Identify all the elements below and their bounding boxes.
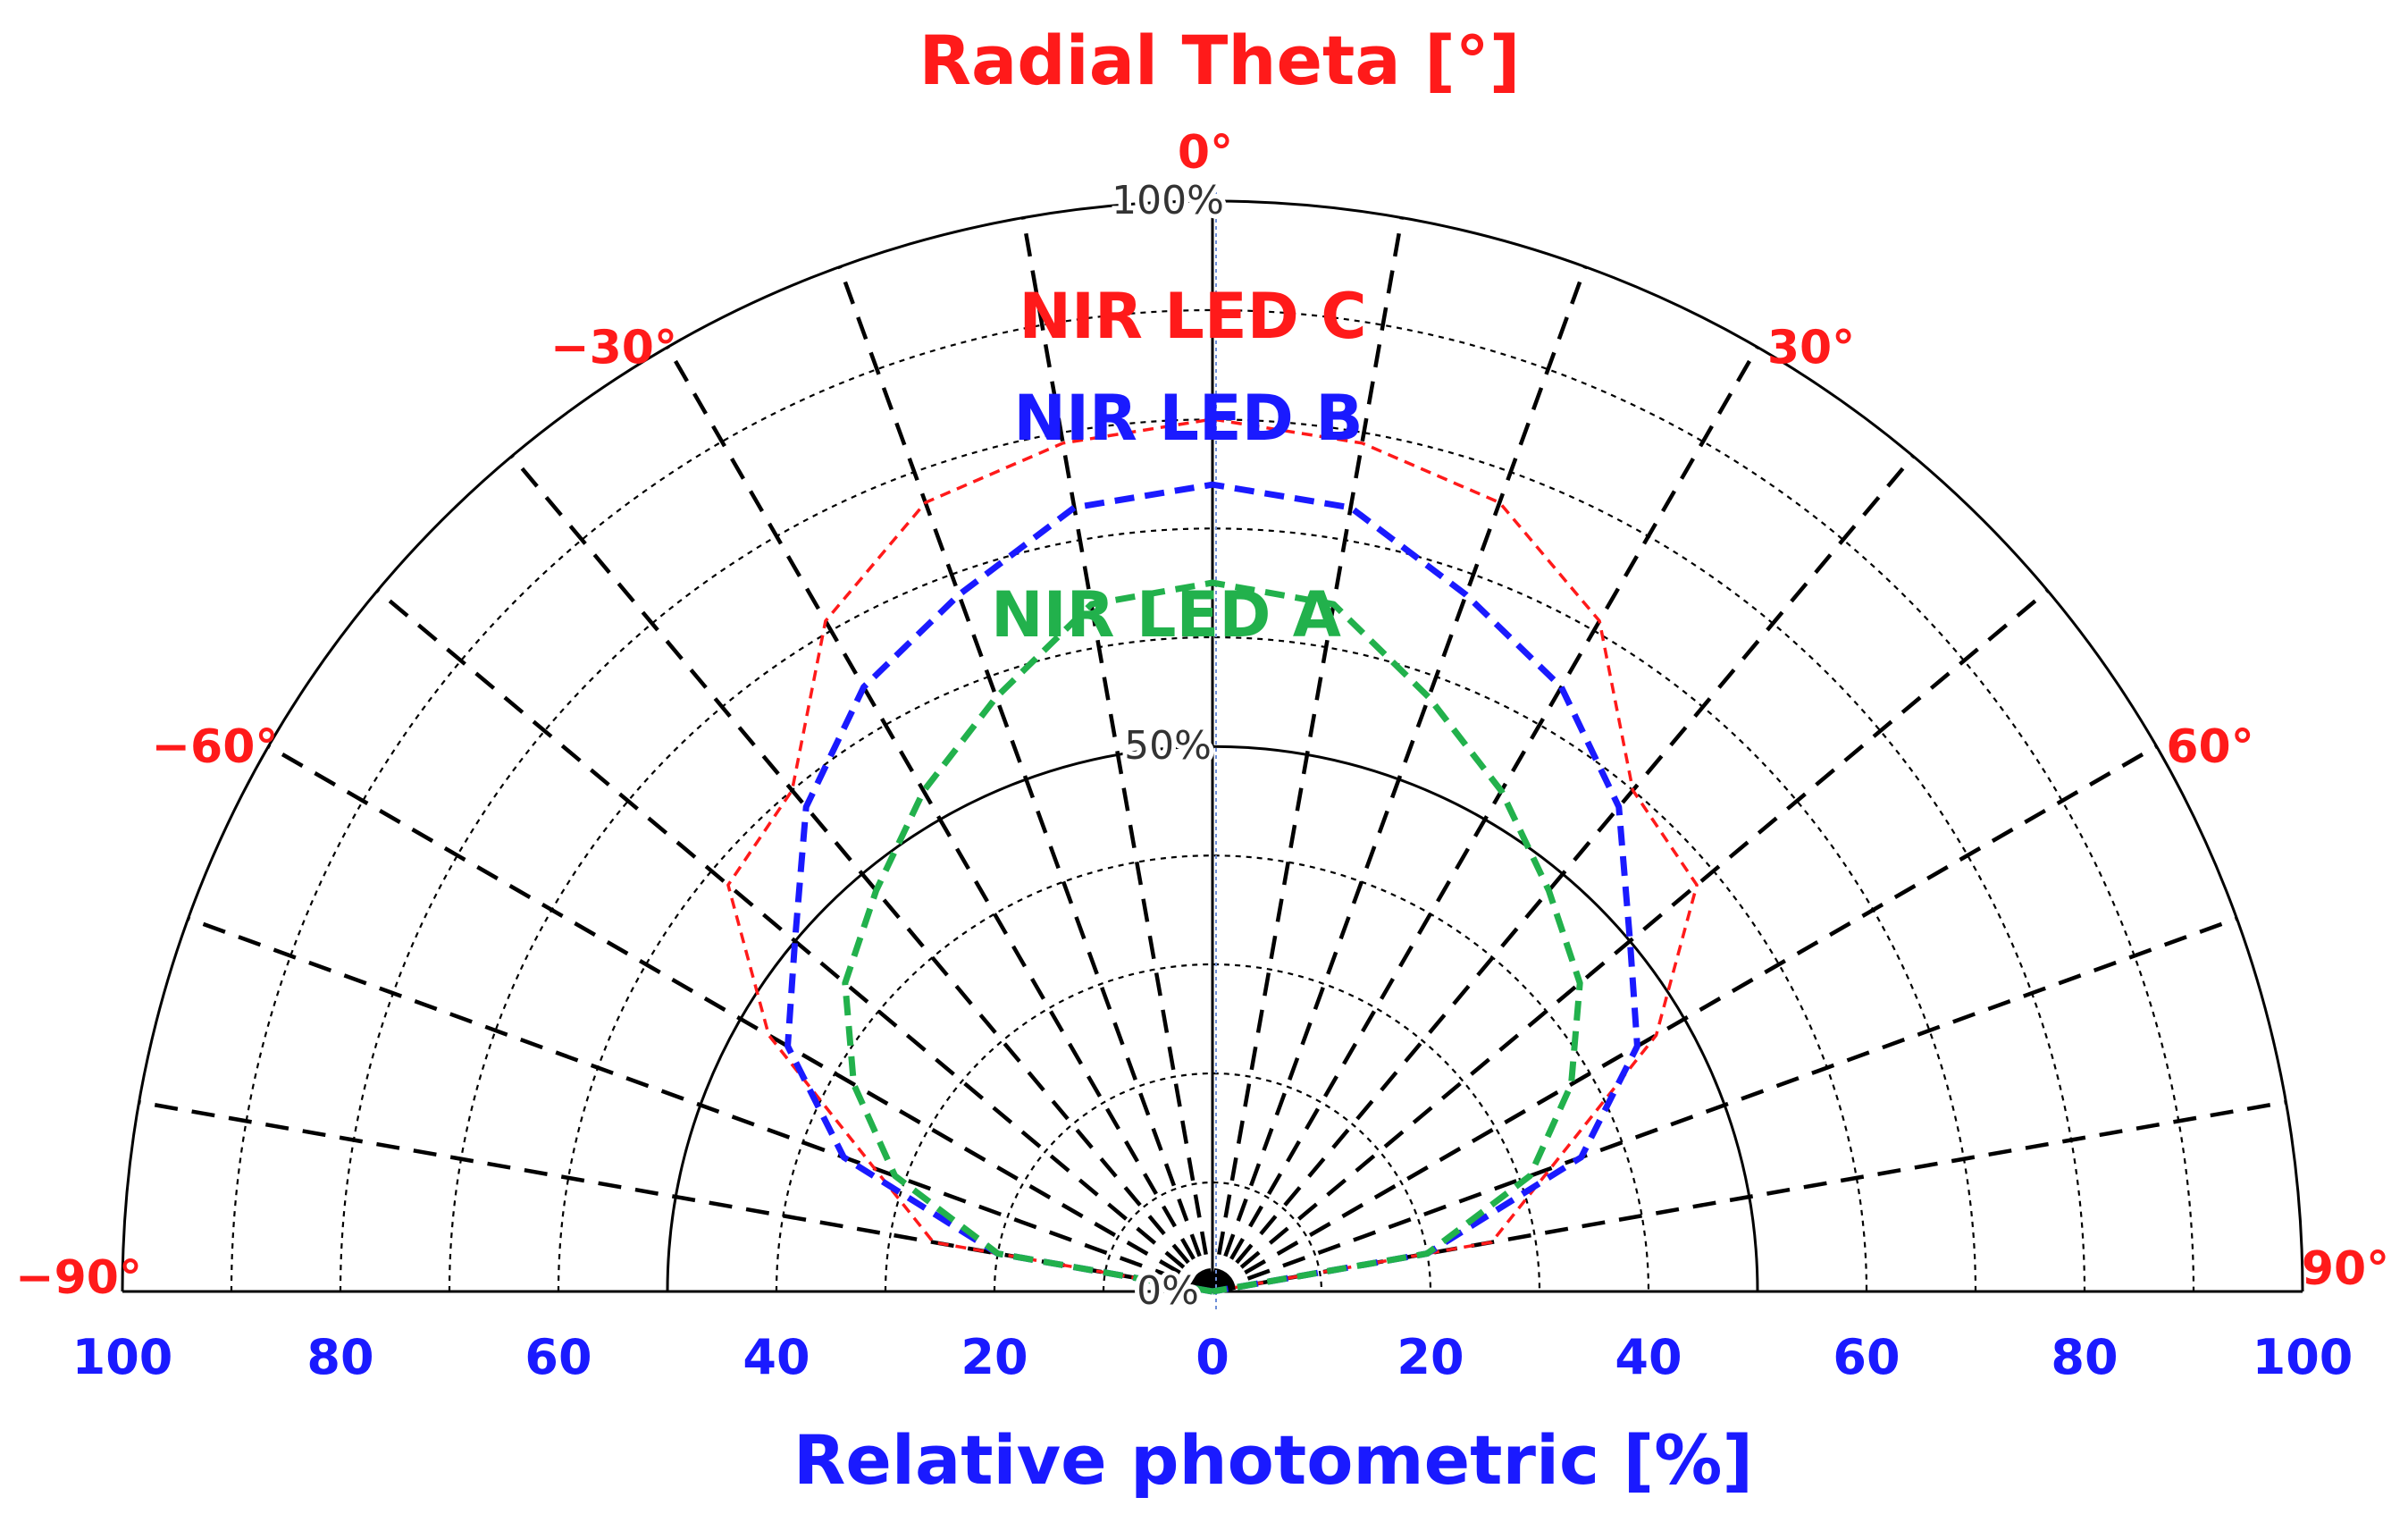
angle-label--30: −30° xyxy=(550,321,677,374)
label-layer: Radial Theta [°] Relative photometric [%… xyxy=(15,21,2389,1500)
x-tick-label: 80 xyxy=(306,1329,373,1385)
grid-spoke--40 xyxy=(510,454,1214,1293)
angle-label-60: 60° xyxy=(2166,720,2253,774)
angle-label-90: 90° xyxy=(2302,1242,2389,1296)
series-line-nir-led-c xyxy=(726,417,1699,1293)
angle-label--60: −60° xyxy=(151,720,278,774)
x-tick-label: 40 xyxy=(743,1329,810,1385)
x-tick-label: 20 xyxy=(961,1329,1028,1385)
grid-circle-80 xyxy=(339,417,2086,1292)
x-tick-label: 100 xyxy=(2253,1329,2353,1385)
x-axis-label: Relative photometric [%] xyxy=(793,1420,1753,1500)
x-tick-label: 20 xyxy=(1397,1329,1464,1385)
grid-spoke-50 xyxy=(1211,589,2050,1293)
series-label-nir-led-c: NIR LED C xyxy=(1019,280,1366,353)
radial-label-50: 50% xyxy=(1124,723,1212,769)
grid-spoke-80 xyxy=(1212,1099,2286,1294)
grid-spoke--30 xyxy=(666,346,1214,1293)
grid-circle-40 xyxy=(775,854,1650,1292)
grid-spoke--20 xyxy=(837,265,1215,1292)
grid-spoke-60 xyxy=(1211,744,2158,1293)
angle-label--90: −90° xyxy=(15,1251,142,1305)
polar-grid xyxy=(121,192,2304,1309)
x-tick-label: 40 xyxy=(1615,1329,1682,1385)
grid-circle-30 xyxy=(884,963,1541,1292)
grid-spoke-40 xyxy=(1211,454,1915,1293)
x-tick-label: 0 xyxy=(1196,1329,1229,1385)
grid-spoke--60 xyxy=(267,744,1214,1293)
angle-label-0: 0° xyxy=(1178,126,1233,180)
grid-spoke-20 xyxy=(1210,265,1588,1292)
grid-spoke-10 xyxy=(1210,217,1405,1292)
grid-circle-90 xyxy=(230,308,2195,1292)
series-line-nir-led-b xyxy=(784,481,1640,1295)
grid-spoke--10 xyxy=(1020,217,1215,1292)
radial-label-100: 100% xyxy=(1112,178,1224,223)
grid-spoke--50 xyxy=(375,589,1214,1293)
grid-spoke--80 xyxy=(138,1099,1213,1294)
grid-spoke--70 xyxy=(187,916,1213,1294)
radial-label-0: 0% xyxy=(1137,1268,1199,1314)
chart-title: Radial Theta [°] xyxy=(919,21,1520,100)
series-label-nir-led-b: NIR LED B xyxy=(1013,382,1363,455)
series-layer xyxy=(726,417,1699,1295)
angle-label-30: 30° xyxy=(1767,321,1855,374)
x-tick-label: 60 xyxy=(524,1329,592,1385)
grid-circle-10 xyxy=(1102,1181,1323,1292)
x-tick-label: 80 xyxy=(2051,1329,2118,1385)
series-label-nir-led-a: NIR LED A xyxy=(991,578,1341,652)
grid-spoke-30 xyxy=(1211,346,1759,1293)
x-tick-label: 100 xyxy=(72,1329,173,1385)
grid-spoke-70 xyxy=(1212,916,2238,1294)
series-line-nir-led-a xyxy=(842,579,1583,1295)
x-tick-label: 60 xyxy=(1833,1329,1900,1385)
